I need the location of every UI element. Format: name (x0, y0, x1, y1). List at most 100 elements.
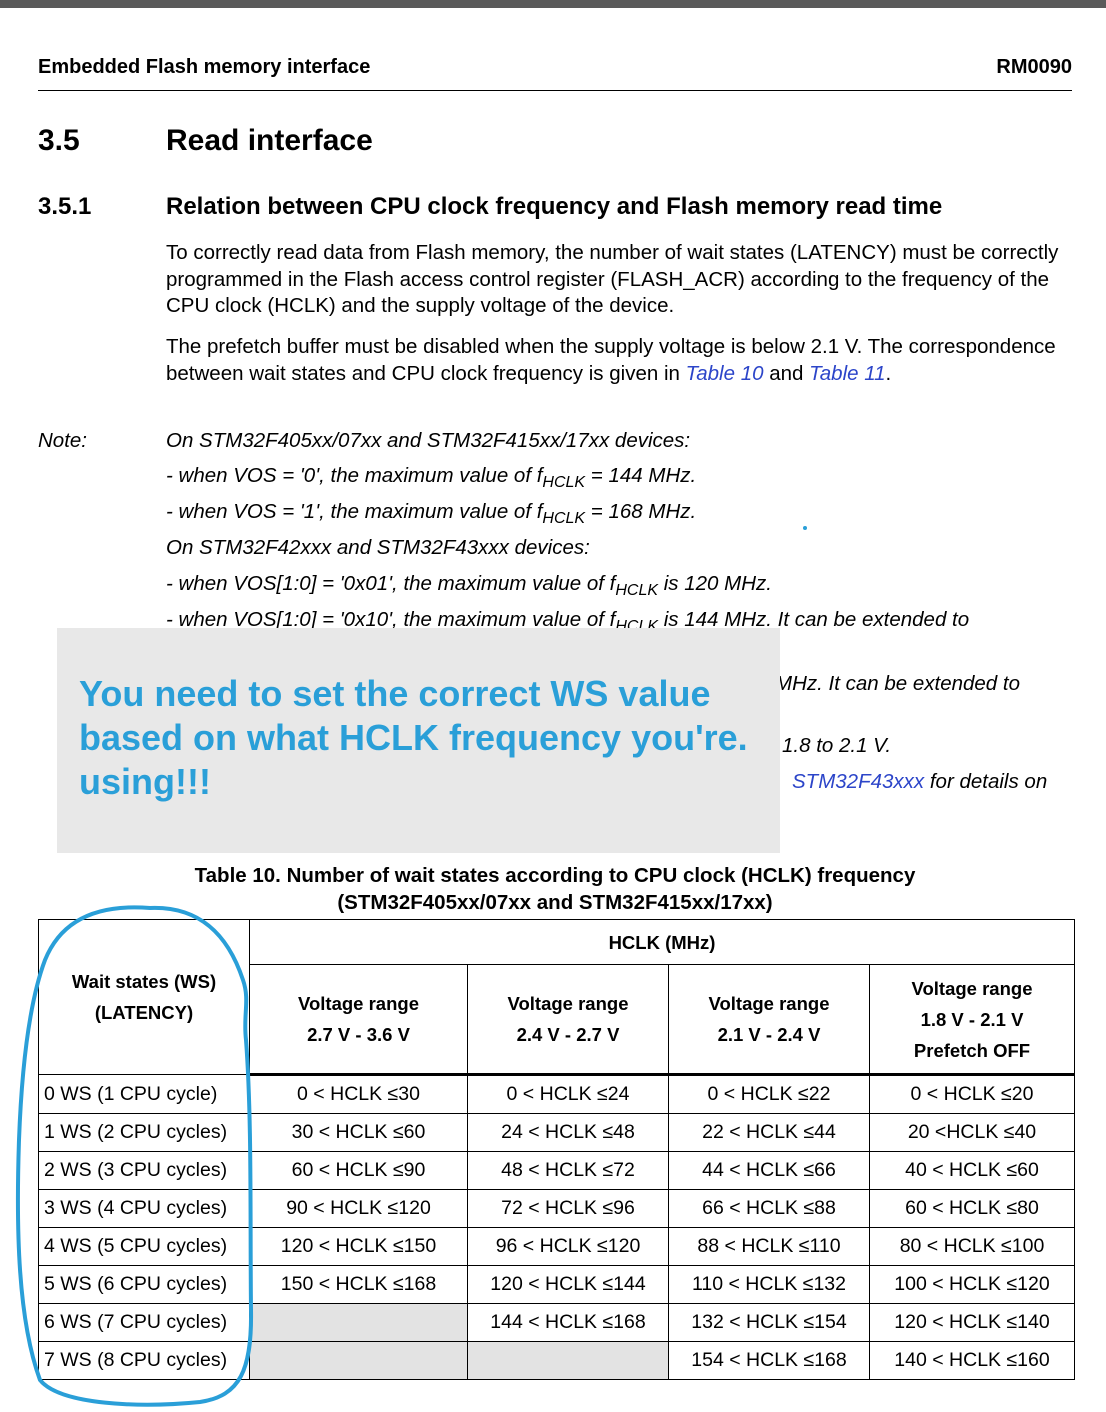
top-bar (0, 0, 1106, 8)
paragraph-text: and (763, 361, 810, 385)
ws-cell: 1 WS (2 CPU cycles) (38, 1113, 250, 1152)
hclk-range-cell: 150 < HCLK ≤168 (249, 1265, 468, 1304)
table-row: 0 WS (1 CPU cycle) 0 < HCLK ≤30 0 < HCLK ≤… (38, 1074, 1075, 1114)
table-header-row: Voltage range 2.7 V - 3.6 V Voltage range… (39, 964, 1075, 1076)
note-text: = 144 MHz. (585, 464, 697, 487)
hclk-range-cell: 40 < HCLK ≤60 (869, 1151, 1075, 1190)
note-label: Note: (38, 429, 87, 452)
hclk-range-cell: 80 < HCLK ≤100 (869, 1227, 1075, 1266)
ws-header: Wait states (WS) (LATENCY) (38, 919, 250, 1075)
table-row: 5 WS (6 CPU cycles) 150 < HCLK ≤168 120 < … (38, 1265, 1075, 1304)
paragraph-text: The prefetch buffer must be disabled whe… (166, 335, 1056, 385)
header-text: Voltage range (708, 993, 830, 1014)
note-text: - when VOS[1:0] = '0x10', the maximum va… (166, 608, 616, 631)
note-text: - when VOS = '0', the maximum value of f (166, 464, 543, 487)
hclk-range-cell: 140 < HCLK ≤160 (869, 1341, 1075, 1380)
table-row: 1 WS (2 CPU cycles) 30 < HCLK ≤60 24 < HCL… (38, 1113, 1075, 1152)
table-row: 6 WS (7 CPU cycles) 144 < HCLK ≤168 132 < … (38, 1303, 1075, 1342)
ws-cell: 5 WS (6 CPU cycles) (38, 1265, 250, 1304)
section-number: 3.5 (38, 124, 80, 157)
subsection-title: Relation between CPU clock frequency and… (166, 193, 943, 220)
note-text: is 144 MHz. It can be extended to (658, 608, 970, 631)
table-caption-line: (STM32F405xx/07xx and STM32F415xx/17xx) (337, 891, 773, 914)
hclk-range-cell: 110 < HCLK ≤132 (668, 1265, 870, 1304)
header-text: 2.1 V - 2.4 V (717, 1024, 821, 1045)
hclk-range-cell: 144 < HCLK ≤168 (467, 1303, 669, 1342)
header-text: Prefetch OFF (913, 1039, 1031, 1061)
note-subscript: HCLK (542, 474, 586, 491)
note-subscript: HCLK (615, 582, 659, 599)
header-text: Voltage range (507, 993, 629, 1014)
hclk-range-cell: 120 < HCLK ≤140 (869, 1303, 1075, 1342)
voltage-header: Voltage range 2.4 V - 2.7 V (467, 964, 669, 1076)
hclk-range-cell: 0 < HCLK ≤30 (249, 1074, 468, 1114)
hclk-range-cell: 22 < HCLK ≤44 (668, 1113, 870, 1152)
ws-cell: 7 WS (8 CPU cycles) (38, 1341, 250, 1380)
table-11-link[interactable]: Table 11 (809, 361, 886, 385)
note-fragment: STM32F43xxx for details on (792, 770, 1047, 794)
voltage-header: Voltage range 2.7 V - 3.6 V (249, 964, 468, 1076)
annotation-overlay: You need to set the correct WS value bas… (57, 628, 780, 853)
voltage-header: Voltage range 1.8 V - 2.1 V Prefetch OFF (869, 964, 1075, 1076)
hclk-range-cell: 24 < HCLK ≤48 (467, 1113, 669, 1152)
hclk-range-cell: 90 < HCLK ≤120 (249, 1189, 468, 1228)
note-line: - when VOS[1:0] = '0x01', the maximum va… (166, 572, 772, 599)
note-fragment: MHz. It can be extended to (775, 672, 1020, 695)
hclk-range-cell: 20 <HCLK ≤40 (869, 1113, 1075, 1152)
table-row: 3 WS (4 CPU cycles) 90 < HCLK ≤120 72 < HC… (38, 1189, 1075, 1228)
hclk-range-cell (467, 1341, 669, 1380)
note-text: - when VOS[1:0] = '0x01', the maximum va… (166, 572, 616, 595)
hclk-range-cell: 120 < HCLK ≤150 (249, 1227, 468, 1266)
hclk-range-cell: 66 < HCLK ≤88 (668, 1189, 870, 1228)
voltage-header: Voltage range 2.1 V - 2.4 V (668, 964, 870, 1076)
hclk-range-cell: 44 < HCLK ≤66 (668, 1151, 870, 1190)
paragraph-wait-states: To correctly read data from Flash memory… (166, 241, 1059, 317)
note-line: On STM32F42xxx and STM32F43xxx devices: (166, 536, 590, 559)
hclk-range-cell: 0 < HCLK ≤20 (869, 1074, 1075, 1114)
note-line: - when VOS[1:0] = '0x10', the maximum va… (166, 608, 970, 635)
hclk-range-cell: 60 < HCLK ≤80 (869, 1189, 1075, 1228)
device-doc-link[interactable]: STM32F43xxx (792, 770, 925, 793)
note-text: - when VOS = '1', the maximum value of f (166, 500, 543, 523)
ws-cell: 4 WS (5 CPU cycles) (38, 1227, 250, 1266)
section-title: Read interface (166, 124, 373, 157)
table-caption-line: Table 10. Number of wait states accordin… (194, 864, 916, 887)
annotation-text: You need to set the correct WS value bas… (79, 673, 748, 802)
ws-cell: 6 WS (7 CPU cycles) (38, 1303, 250, 1342)
note-text: = 168 MHz. (585, 500, 697, 523)
note-line: - when VOS = '1', the maximum value of f… (166, 500, 697, 527)
header-text: Wait states (WS) (71, 971, 217, 992)
wait-states-table: Wait states (WS) (LATENCY) HCLK (MHz) Vo… (38, 919, 1075, 1380)
hclk-range-cell: 96 < HCLK ≤120 (467, 1227, 669, 1266)
note-subscript: HCLK (542, 510, 586, 527)
ws-cell: 2 WS (3 CPU cycles) (38, 1151, 250, 1190)
table-row: 4 WS (5 CPU cycles) 120 < HCLK ≤150 96 < H… (38, 1227, 1075, 1266)
note-fragment: 1.8 to 2.1 V. (782, 734, 892, 757)
table-row: 2 WS (3 CPU cycles) 60 < HCLK ≤90 48 < HCL… (38, 1151, 1075, 1190)
ws-cell: 0 WS (1 CPU cycle) (38, 1074, 250, 1114)
table-caption: Table 10. Number of wait states accordin… (60, 862, 1050, 916)
hclk-range-cell: 60 < HCLK ≤90 (249, 1151, 468, 1190)
ws-cell: 3 WS (4 CPU cycles) (38, 1189, 250, 1228)
header-text: (LATENCY) (94, 1002, 194, 1023)
hclk-range-cell: 48 < HCLK ≤72 (467, 1151, 669, 1190)
note-line: - when VOS = '0', the maximum value of f… (166, 464, 697, 491)
hclk-range-cell: 132 < HCLK ≤154 (668, 1303, 870, 1342)
paragraph-prefetch: The prefetch buffer must be disabled whe… (166, 334, 1066, 387)
table-body: 0 WS (1 CPU cycle) 0 < HCLK ≤30 0 < HCLK ≤… (38, 1074, 1075, 1380)
header-text: 2.4 V - 2.7 V (516, 1024, 620, 1045)
header-text: Voltage range (911, 977, 1033, 999)
hclk-range-cell: 100 < HCLK ≤120 (869, 1265, 1075, 1304)
document-header-title: Embedded Flash memory interface (38, 56, 371, 78)
paragraph-text: . (885, 361, 892, 385)
note-text: for details on (924, 770, 1048, 793)
hclk-range-cell: 154 < HCLK ≤168 (668, 1341, 870, 1380)
hclk-range-cell: 0 < HCLK ≤24 (467, 1074, 669, 1114)
hclk-range-cell: 88 < HCLK ≤110 (668, 1227, 870, 1266)
header-text: 2.7 V - 3.6 V (307, 1024, 410, 1045)
hclk-range-cell (249, 1341, 468, 1380)
header-divider (38, 90, 1072, 91)
table-10-link[interactable]: Table 10 (685, 361, 764, 385)
hclk-range-cell (249, 1303, 468, 1342)
hclk-range-cell: 0 < HCLK ≤22 (668, 1074, 870, 1114)
